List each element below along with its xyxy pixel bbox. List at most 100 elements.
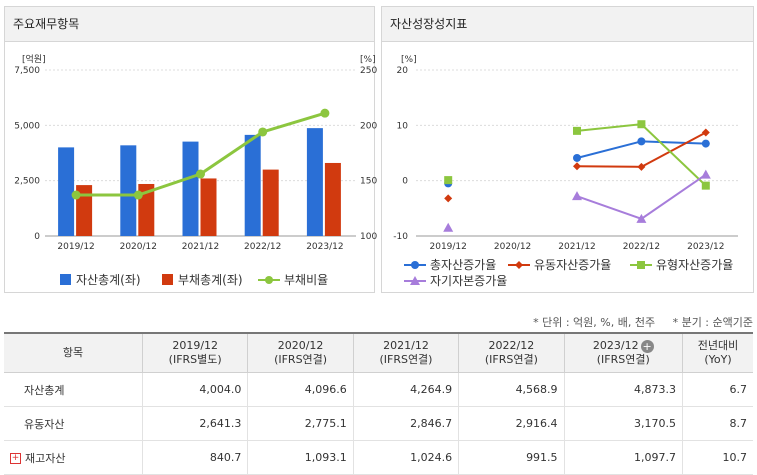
row-label-text: 자산총계 <box>24 383 65 397</box>
financial-table: 항목 2019/12 (IFRS별도) 2020/12 (IFRS연결) 2021/… <box>4 332 753 475</box>
legend-marker <box>637 260 645 269</box>
y-right-tick: 100 <box>360 232 377 242</box>
growth-point <box>572 191 582 201</box>
table-row: + 재고자산 840.7 1,093.1 1,024.6 991.5 1,097.7 10.7 <box>4 440 753 475</box>
growth-point <box>573 162 581 171</box>
legend-label: 부채비율 <box>284 273 329 287</box>
legend-item[interactable]: 총자산증가율 <box>404 256 496 273</box>
legend-label: 총자산증가율 <box>430 258 497 272</box>
yoy-cell: 10.7 <box>682 440 753 475</box>
legend-item[interactable]: 자산총계(좌) <box>60 271 141 288</box>
legend-marker <box>411 260 419 269</box>
growth-point <box>700 169 711 179</box>
header-item: 항목 <box>4 332 143 373</box>
growth-point <box>444 176 453 185</box>
legend-item[interactable]: 부채비율 <box>258 271 328 288</box>
liability-total-bar <box>200 178 217 236</box>
debt-ratio-point <box>320 108 330 118</box>
legend-label: 유형자산증가율 <box>656 258 734 272</box>
table-cell: 1,097.7 <box>563 440 683 475</box>
growth-point <box>637 137 646 146</box>
x-tick-label: 2022/12 <box>623 242 660 252</box>
asset-total-bar <box>58 147 75 236</box>
legend-swatch <box>404 275 426 285</box>
x-tick-label: 2020/12 <box>120 242 157 252</box>
row-label: 자산총계 <box>4 372 143 407</box>
x-tick-label: 2021/12 <box>182 242 219 252</box>
table-cell: 991.5 <box>458 440 565 475</box>
x-tick-label: 2023/12 <box>306 242 343 252</box>
y-tick: 20 <box>397 66 409 76</box>
y-left-tick: 0 <box>34 232 40 242</box>
table-cell: 4,264.9 <box>352 372 459 407</box>
debt-ratio-point <box>196 169 205 179</box>
growth-point <box>637 162 646 171</box>
legend-swatch <box>162 274 173 285</box>
legend-swatch <box>258 275 280 284</box>
row-label-text: 재고자산 <box>25 451 66 465</box>
y-tick: 0 <box>402 177 408 187</box>
yoy-cell: 8.7 <box>682 406 753 441</box>
yoy-cell: 6.7 <box>682 372 753 407</box>
legend-item[interactable]: 유동자산증가율 <box>508 256 611 273</box>
table-cell: 2,641.3 <box>141 406 248 441</box>
table-cell: 4,873.3 <box>563 372 683 407</box>
y-left-unit: [억원] <box>22 53 46 65</box>
y-tick: -10 <box>393 232 408 242</box>
y-left-tick: 2,500 <box>14 177 40 187</box>
legend-swatch <box>630 260 652 269</box>
legend-label: 자기자본증가율 <box>430 274 508 288</box>
add-column-icon[interactable]: + <box>640 339 654 353</box>
asset-total-bar <box>306 128 323 236</box>
legend-item[interactable]: 부채총계(좌) <box>162 271 243 288</box>
y-right-tick: 250 <box>360 66 377 76</box>
table-row: 자산총계 4,004.0 4,096.6 4,264.9 4,568.9 4,873.3 6… <box>4 372 753 407</box>
liability-total-bar <box>262 169 279 236</box>
legend-item[interactable]: 유형자산증가율 <box>630 256 733 273</box>
y-right-tick: 150 <box>360 177 377 187</box>
growth-point <box>701 139 710 148</box>
debt-ratio-point <box>71 190 81 200</box>
row-label[interactable]: + 재고자산 <box>4 440 143 475</box>
legend-label: 유동자산증가율 <box>534 258 612 272</box>
main-financials-title: 주요재무항목 <box>5 7 374 42</box>
units-note: * 단위 : 억원, %, 배, 천주 * 분기 : 순액기준 <box>533 316 753 329</box>
x-tick-label: 2019/12 <box>57 242 94 252</box>
growth-line <box>576 173 707 220</box>
table-cell: 1,093.1 <box>247 440 354 475</box>
liability-total-bar <box>76 185 93 236</box>
table-cell: 1,024.6 <box>352 440 459 475</box>
legend-swatch <box>508 260 530 269</box>
table-cell: 4,096.6 <box>247 372 354 407</box>
table-cell: 3,170.5 <box>563 406 683 441</box>
table-cell: 2,775.1 <box>247 406 354 441</box>
row-label: 유동자산 <box>4 406 143 441</box>
legend-label: 자산총계(좌) <box>76 273 141 287</box>
table-cell: 4,568.9 <box>458 372 565 407</box>
y-left-tick: 5,000 <box>14 121 40 131</box>
x-tick-label: 2022/12 <box>244 242 281 252</box>
legend-marker <box>515 260 523 269</box>
expand-icon[interactable]: + <box>10 453 21 464</box>
asset-growth-panel: 자산성장성지표 <box>381 6 754 293</box>
growth-point <box>443 222 454 232</box>
debt-ratio-point <box>258 127 268 137</box>
header-col-2019: 2019/12 (IFRS별도) <box>141 332 248 373</box>
growth-point <box>637 120 646 129</box>
asset-total-bar <box>182 141 199 236</box>
liability-total-bar <box>324 162 341 236</box>
growth-line <box>576 123 707 187</box>
y-right-unit: [%] <box>360 55 376 65</box>
legend-item[interactable]: 자기자본증가율 <box>404 272 507 289</box>
asset-total-bar <box>244 134 261 236</box>
growth-point <box>573 153 581 162</box>
asset-growth-title: 자산성장성지표 <box>382 7 753 42</box>
table-cell: 2,846.7 <box>352 406 459 441</box>
table-header-row: 항목 2019/12 (IFRS별도) 2020/12 (IFRS연결) 2021/… <box>4 332 753 373</box>
growth-point <box>636 213 647 223</box>
table-cell: 2,916.4 <box>458 406 565 441</box>
legend-swatch <box>404 260 426 269</box>
table-cell: 4,004.0 <box>141 372 248 407</box>
header-col-2020: 2020/12 (IFRS연결) <box>247 332 354 373</box>
legend-label: 부채총계(좌) <box>178 273 243 287</box>
